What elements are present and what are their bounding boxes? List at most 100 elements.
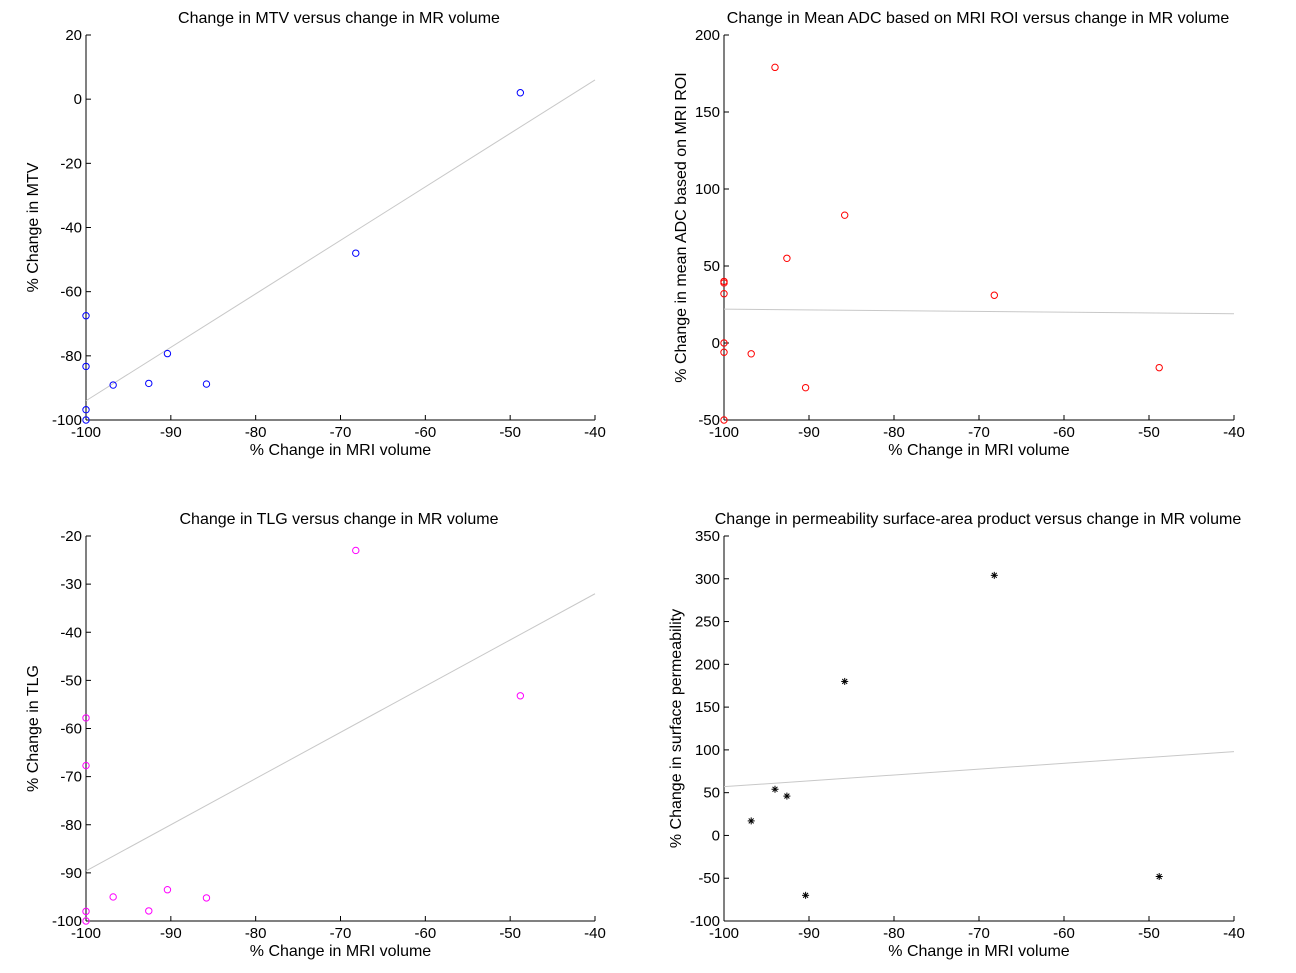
data-point xyxy=(202,894,211,902)
x-tick-label: -100 xyxy=(709,925,739,942)
y-tick-label: 150 xyxy=(695,699,720,716)
x-tick-label: -80 xyxy=(883,424,905,441)
chart-panel-2: Change in Mean ADC based on MRI ROI vers… xyxy=(673,10,1245,459)
y-tick-label: -20 xyxy=(60,155,82,172)
x-tick-label: -40 xyxy=(584,424,606,441)
regression-line xyxy=(85,593,596,872)
data-point xyxy=(720,290,728,298)
x-tick-label: -90 xyxy=(798,424,820,441)
y-tick-label: 100 xyxy=(695,742,720,759)
data-point xyxy=(516,89,525,97)
chart-title: Change in MTV versus change in MR volume xyxy=(178,10,500,27)
x-axis-label: % Change in MRI volume xyxy=(250,943,432,960)
data-point xyxy=(720,416,728,424)
x-tick-label: -60 xyxy=(1053,424,1075,441)
y-tick-label: 50 xyxy=(703,258,720,275)
data-point xyxy=(771,785,779,793)
x-tick-label: -80 xyxy=(883,925,905,942)
data-point xyxy=(109,381,117,389)
regression-line xyxy=(723,308,1235,315)
y-axis-label: % Change in TLG xyxy=(25,665,42,792)
x-tick-label: -50 xyxy=(499,424,521,441)
x-tick-label: -100 xyxy=(709,424,739,441)
y-tick-label: 100 xyxy=(695,181,720,198)
data-point xyxy=(163,349,172,358)
chart-title: Change in TLG versus change in MR volume xyxy=(180,511,499,528)
x-tick-label: -70 xyxy=(968,925,990,942)
data-point xyxy=(82,761,90,770)
chart-panel-1: Change in MTV versus change in MR volume… xyxy=(25,10,606,459)
data-point xyxy=(82,312,90,320)
y-tick-label: 200 xyxy=(695,27,720,44)
data-point xyxy=(802,891,810,899)
x-tick-label: -90 xyxy=(160,424,182,441)
x-tick-label: -80 xyxy=(245,925,267,942)
data-point xyxy=(109,893,117,901)
regression-line xyxy=(723,751,1235,788)
y-tick-label: -60 xyxy=(60,721,82,738)
y-tick-label: 350 xyxy=(695,528,720,545)
y-tick-label: 0 xyxy=(712,827,720,844)
chart-title: Change in Mean ADC based on MRI ROI vers… xyxy=(727,10,1230,27)
y-tick-label: -40 xyxy=(60,624,82,641)
y-axis-label: % Change in mean ADC based on MRI ROI xyxy=(673,72,690,382)
data-point xyxy=(990,291,998,299)
x-tick-label: -60 xyxy=(414,925,436,942)
y-tick-label: -50 xyxy=(698,412,720,429)
data-point xyxy=(771,63,779,72)
y-tick-label: -40 xyxy=(60,220,82,237)
y-tick-label: 20 xyxy=(65,27,82,44)
y-tick-label: -20 xyxy=(60,528,82,545)
x-tick-label: -40 xyxy=(1223,424,1245,441)
y-axis-label: % Change in MTV xyxy=(25,162,42,292)
x-tick-label: -80 xyxy=(245,424,267,441)
data-point xyxy=(783,792,791,800)
data-point xyxy=(82,416,90,424)
data-point xyxy=(82,907,90,916)
data-point xyxy=(720,348,728,356)
y-tick-label: -60 xyxy=(60,284,82,301)
chart-panel-4: Change in permeability surface-area prod… xyxy=(668,511,1245,960)
x-tick-label: -60 xyxy=(414,424,436,441)
y-tick-label: -70 xyxy=(60,769,82,786)
data-point xyxy=(145,907,153,915)
regression-line xyxy=(85,79,596,402)
y-tick-label: -50 xyxy=(60,672,82,689)
y-tick-label: -80 xyxy=(60,817,82,834)
data-point xyxy=(82,917,90,925)
chart-title: Change in permeability surface-area prod… xyxy=(715,511,1242,528)
x-tick-label: -90 xyxy=(798,925,820,942)
data-point xyxy=(163,886,172,894)
data-point xyxy=(720,279,728,287)
y-tick-label: 250 xyxy=(695,614,720,631)
y-tick-label: 0 xyxy=(74,91,82,108)
x-tick-label: -70 xyxy=(968,424,990,441)
data-point xyxy=(145,379,153,388)
x-tick-label: -70 xyxy=(330,925,352,942)
data-point xyxy=(352,546,360,555)
x-tick-label: -50 xyxy=(1138,925,1160,942)
x-tick-label: -70 xyxy=(330,424,352,441)
y-tick-label: -100 xyxy=(690,913,720,930)
x-axis-label: % Change in MRI volume xyxy=(888,943,1070,960)
data-point xyxy=(990,571,998,579)
y-tick-label: 150 xyxy=(695,104,720,121)
data-point xyxy=(801,383,810,392)
data-point xyxy=(516,692,525,700)
data-point xyxy=(747,350,755,358)
x-tick-label: -100 xyxy=(71,424,101,441)
data-point xyxy=(352,249,360,257)
x-tick-label: -60 xyxy=(1053,925,1075,942)
data-point xyxy=(783,254,791,262)
y-tick-label: 200 xyxy=(695,656,720,673)
data-point xyxy=(841,211,849,219)
x-axis-label: % Change in MRI volume xyxy=(250,442,432,459)
data-point xyxy=(82,406,90,414)
y-tick-label: -100 xyxy=(52,412,82,429)
y-tick-label: -30 xyxy=(60,576,82,593)
chart-panel-3: Change in TLG versus change in MR volume… xyxy=(25,511,606,960)
y-tick-label: 300 xyxy=(695,571,720,588)
x-tick-label: -50 xyxy=(499,925,521,942)
x-tick-label: -40 xyxy=(1223,925,1245,942)
